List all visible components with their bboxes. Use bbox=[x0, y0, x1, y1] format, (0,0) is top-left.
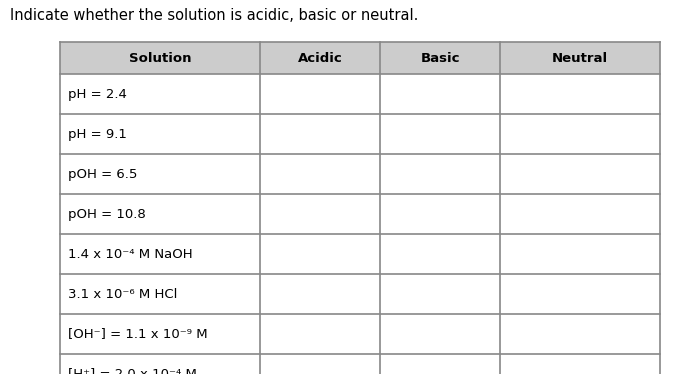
Bar bbox=[60, 74, 660, 114]
Bar bbox=[60, 234, 660, 274]
Text: pOH = 10.8: pOH = 10.8 bbox=[68, 208, 145, 221]
Text: [H⁺] = 2.0 x 10⁻⁴ M: [H⁺] = 2.0 x 10⁻⁴ M bbox=[68, 368, 197, 374]
Text: Acidic: Acidic bbox=[298, 52, 342, 64]
Text: pOH = 6.5: pOH = 6.5 bbox=[68, 168, 137, 181]
Bar bbox=[60, 154, 660, 194]
Text: 3.1 x 10⁻⁶ M HCl: 3.1 x 10⁻⁶ M HCl bbox=[68, 288, 177, 300]
Text: Neutral: Neutral bbox=[552, 52, 608, 64]
Bar bbox=[60, 42, 660, 74]
Bar bbox=[60, 314, 660, 354]
Text: Solution: Solution bbox=[129, 52, 191, 64]
Text: [OH⁻] = 1.1 x 10⁻⁹ M: [OH⁻] = 1.1 x 10⁻⁹ M bbox=[68, 328, 207, 340]
Bar bbox=[60, 274, 660, 314]
Bar bbox=[60, 194, 660, 234]
Text: Indicate whether the solution is acidic, basic or neutral.: Indicate whether the solution is acidic,… bbox=[10, 8, 418, 23]
Text: 1.4 x 10⁻⁴ M NaOH: 1.4 x 10⁻⁴ M NaOH bbox=[68, 248, 193, 261]
Text: Basic: Basic bbox=[420, 52, 460, 64]
Text: pH = 9.1: pH = 9.1 bbox=[68, 128, 127, 141]
Text: pH = 2.4: pH = 2.4 bbox=[68, 88, 127, 101]
Bar bbox=[60, 114, 660, 154]
Bar bbox=[60, 354, 660, 374]
